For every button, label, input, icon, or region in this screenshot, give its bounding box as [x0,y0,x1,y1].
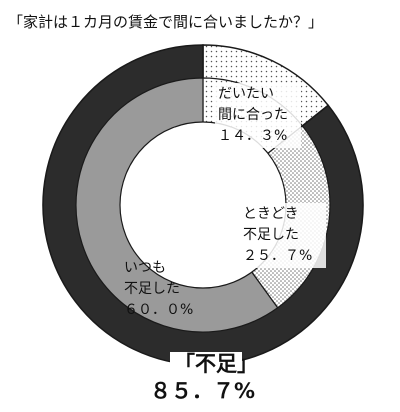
slice-value-3: ６０．０% [124,302,193,318]
slice-label-2-line-2: 不足した [243,227,299,243]
slice-label-bg-2 [240,203,326,268]
fusoku-value: ８５．７% [150,379,255,403]
slice-label-3-line-2: 不足した [124,281,180,297]
fusoku-label: 「不足」 [174,352,258,376]
chart-title: 「家計は１カ月の賃金で間に合いましたか？」 [8,13,323,31]
slice-value-2: ２５．７% [243,248,312,264]
slice-value-1: １４．３% [218,128,287,144]
slice-label-3-line-1: いつも [124,260,166,276]
slice-label-2-line-1: ときどき [243,206,299,222]
fusoku-label-box [170,352,242,376]
slice-label-bg-1 [215,83,301,148]
slice-label-1-line-1: だいたい [218,86,274,102]
slice-label-1-line-2: 間に合った [218,107,288,123]
